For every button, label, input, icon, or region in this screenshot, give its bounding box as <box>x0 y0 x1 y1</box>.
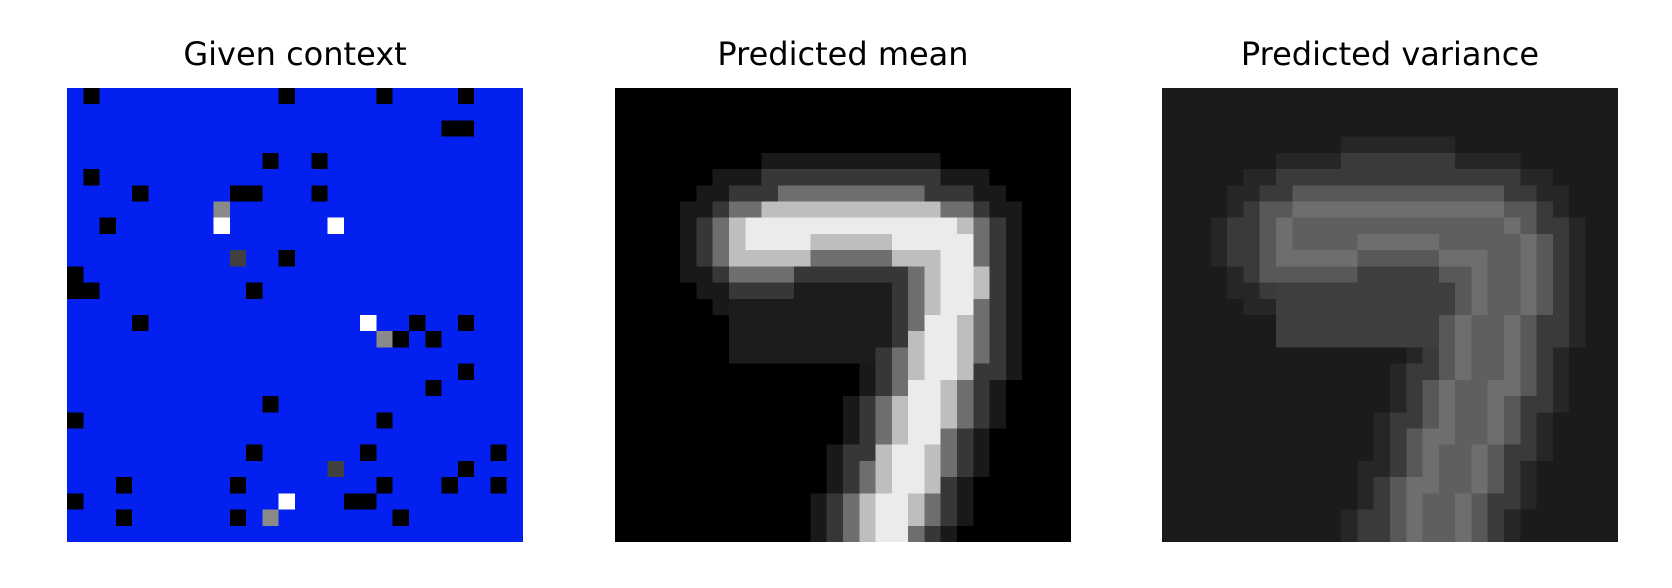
mean-image <box>615 88 1071 542</box>
variance-pixel-grid <box>1162 88 1618 542</box>
panel-given-context: Given context <box>67 0 523 588</box>
panel-title-mean: Predicted mean <box>717 35 969 73</box>
context-image <box>67 88 523 542</box>
panel-title-variance: Predicted variance <box>1240 35 1540 73</box>
panel-title-context: Given context <box>183 35 407 73</box>
panel-predicted-variance: Predicted variance <box>1162 0 1618 588</box>
context-pixel-grid <box>67 88 523 542</box>
mean-pixel-grid <box>615 88 1071 542</box>
variance-image <box>1162 88 1618 542</box>
panel-predicted-mean: Predicted mean <box>615 0 1071 588</box>
